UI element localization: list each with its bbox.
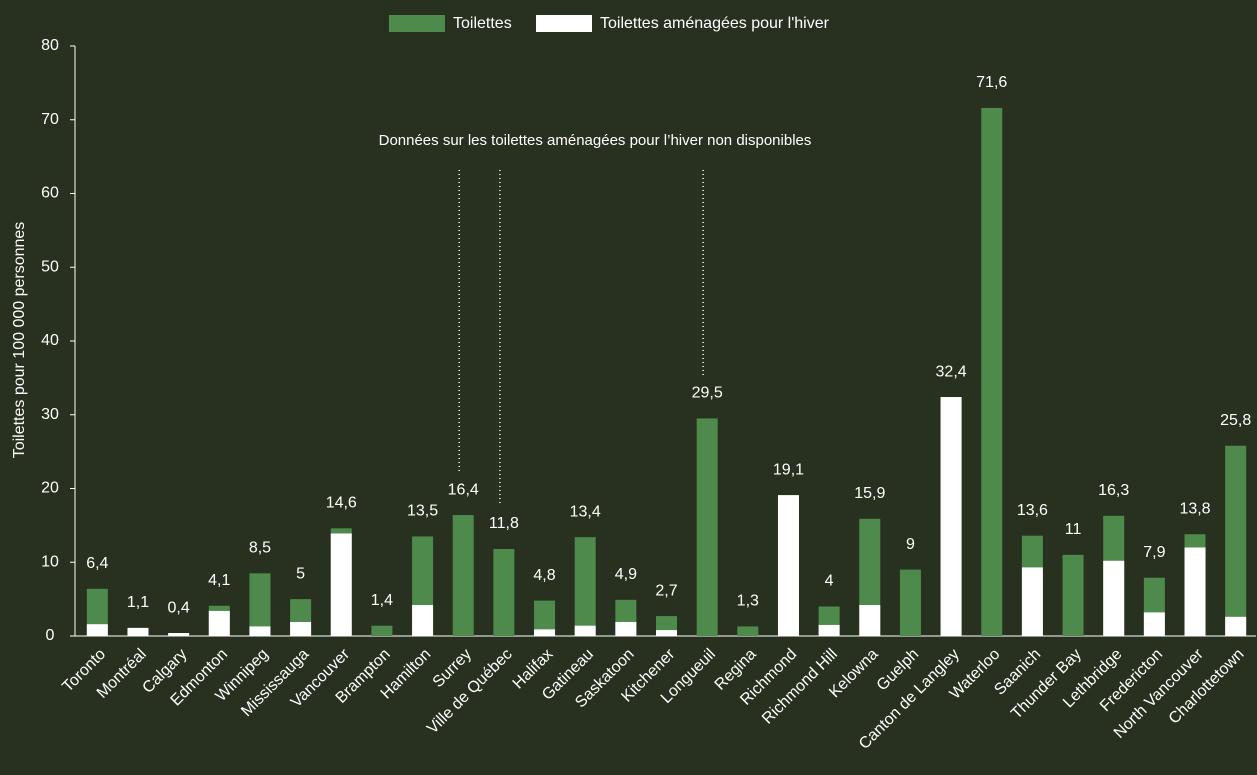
value-label: 2,7	[655, 582, 677, 599]
value-label: 4,9	[615, 566, 637, 583]
value-label: 1,4	[371, 592, 393, 609]
bar	[371, 625, 393, 636]
value-label: 8,5	[249, 540, 271, 557]
value-label: 4	[825, 573, 834, 590]
bar	[574, 625, 596, 636]
value-label: 13,8	[1179, 500, 1210, 517]
y-tick-label: 70	[41, 111, 59, 128]
value-label: 6,4	[86, 555, 108, 572]
value-label: 16,4	[448, 481, 479, 498]
bar	[777, 495, 799, 636]
bar	[86, 624, 108, 636]
value-label: 13,4	[570, 503, 601, 520]
bar	[412, 605, 434, 636]
bar	[574, 537, 596, 636]
bar	[818, 624, 840, 636]
value-label: 15,9	[854, 485, 885, 502]
bar	[249, 573, 271, 636]
bar	[534, 629, 556, 636]
bar	[1184, 547, 1206, 636]
value-label: 13,5	[407, 503, 438, 520]
y-tick-label: 30	[41, 406, 59, 423]
legend-swatch	[536, 15, 592, 32]
bar	[615, 621, 637, 636]
y-tick-label: 40	[41, 332, 59, 349]
value-label: 7,9	[1143, 544, 1165, 561]
y-tick-label: 10	[41, 553, 59, 570]
value-label: 1,1	[127, 594, 149, 611]
value-label: 19,1	[773, 461, 804, 478]
value-label: 5	[296, 565, 305, 582]
value-label: 11,8	[489, 515, 519, 532]
bar	[981, 107, 1003, 636]
bar	[656, 630, 677, 636]
value-label: 32,4	[936, 363, 967, 380]
bar	[127, 627, 149, 636]
value-label: 0,4	[168, 599, 190, 616]
bar	[1225, 616, 1247, 636]
value-label: 9	[906, 536, 915, 553]
bar	[1103, 560, 1125, 636]
annotation: Données sur les toilettes aménagées pour…	[379, 132, 812, 149]
y-tick-label: 50	[41, 258, 59, 275]
bar	[940, 397, 962, 636]
bar	[330, 533, 352, 636]
y-tick-label: 0	[46, 627, 55, 644]
value-label: 16,3	[1098, 482, 1129, 499]
value-label: 71,6	[976, 74, 1007, 91]
value-label: 4,8	[533, 567, 555, 584]
y-tick-label: 20	[41, 480, 59, 497]
value-label: 11	[1065, 521, 1082, 538]
value-label: 25,8	[1220, 412, 1251, 429]
bar	[168, 633, 190, 636]
y-tick-label: 80	[41, 37, 59, 54]
bar	[1062, 554, 1084, 636]
y-tick-label: 60	[41, 185, 59, 202]
legend-label: Toilettes aménagées pour l'hiver	[600, 15, 830, 32]
bar	[737, 626, 759, 636]
value-label: 4,1	[208, 572, 230, 589]
bar	[899, 569, 921, 636]
bar	[1143, 612, 1165, 636]
bar	[493, 548, 515, 636]
bar	[1225, 445, 1247, 636]
bar	[696, 418, 718, 636]
legend-label: Toilettes	[453, 15, 512, 32]
bar	[452, 515, 474, 636]
value-label: 14,6	[326, 495, 357, 512]
value-label: 29,5	[692, 385, 723, 402]
bar	[859, 605, 881, 636]
bar	[208, 610, 230, 636]
value-label: 1,3	[737, 593, 759, 610]
bar	[290, 621, 312, 636]
legend-swatch	[389, 15, 445, 32]
y-axis-title: Toilettes pour 100 000 personnes	[11, 222, 28, 459]
bar	[534, 600, 556, 636]
value-label: 13,6	[1017, 502, 1048, 519]
bar	[1021, 567, 1043, 636]
bar	[249, 626, 271, 636]
